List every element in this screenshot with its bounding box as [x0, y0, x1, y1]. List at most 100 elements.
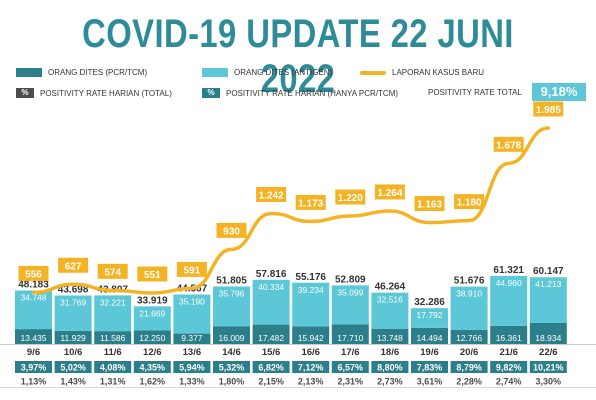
tick-label-date: 12/6	[143, 347, 162, 358]
pr-total-cell	[331, 375, 369, 387]
tick-label-date: 15/6	[262, 347, 281, 358]
pr-total-cell	[490, 375, 528, 387]
pr-total-value: 1,33%	[179, 377, 205, 387]
pr-total-cell	[252, 375, 290, 387]
bar-antigen	[371, 292, 409, 329]
case-label-box	[58, 257, 89, 273]
pr-pcr-value: 6,57%	[338, 363, 364, 373]
pr-total-value: 3,30%	[536, 377, 562, 387]
label-antigen: 35.796	[219, 288, 245, 298]
case-label: 1.173	[298, 198, 323, 209]
pr-pcr-value: 4,08%	[100, 363, 126, 373]
bar-pcr	[331, 324, 369, 344]
label-total: 55.176	[295, 272, 326, 283]
case-label: 1.180	[457, 198, 482, 209]
bar-pcr	[252, 324, 290, 344]
pr-pcr-value: 8,80%	[377, 363, 403, 373]
label-antigen: 41.213	[535, 279, 561, 289]
case-label: 930	[223, 226, 240, 237]
bar-pcr	[450, 329, 488, 344]
pr-total-value: 2,13%	[298, 377, 324, 387]
label-pcr: 17.482	[258, 333, 284, 343]
case-label-box	[374, 184, 405, 200]
bar-antigen	[529, 277, 567, 323]
label-pcr: 16.361	[496, 333, 522, 343]
legend-antigen-swatch	[202, 68, 228, 77]
label-pcr: 15.942	[298, 333, 324, 343]
positivity-rate-total-badge: 9,18%	[532, 83, 586, 101]
pr-pcr-value: 7,83%	[417, 363, 443, 373]
legend-pr-total: % POSITIVITY RATE HARIAN (TOTAL)	[16, 88, 172, 98]
label-pcr: 11.929	[60, 333, 86, 343]
label-pcr: 12.766	[456, 333, 482, 343]
case-label: 1.163	[417, 200, 442, 211]
case-label: 627	[65, 261, 82, 272]
label-total: 33.919	[137, 295, 168, 306]
tick-label-date: 16/6	[301, 347, 320, 358]
case-label: 1.220	[338, 193, 363, 204]
bar-antigen	[213, 286, 250, 327]
tick-label-date: 17/6	[341, 347, 360, 358]
legend-pr-overall-label: POSITIVITY RATE TOTAL	[428, 88, 522, 97]
tick-label-date: 18/6	[381, 347, 400, 358]
pr-total-cell	[529, 375, 567, 387]
pr-pcr-value: 5,94%	[179, 363, 205, 373]
case-label-box	[176, 261, 207, 277]
label-antigen: 35.190	[179, 297, 205, 307]
pr-pcr-cell	[411, 361, 448, 373]
case-label: 1.264	[377, 188, 402, 199]
case-label: 551	[144, 270, 161, 281]
pr-total-cell	[15, 375, 52, 387]
tick-label-date: 19/6	[420, 347, 439, 358]
case-label-box	[533, 101, 564, 117]
label-total: 43.698	[58, 284, 89, 295]
tick-label-date: 10/6	[64, 347, 83, 358]
pr-pcr-value: 5,32%	[219, 363, 245, 373]
label-pcr: 18.934	[535, 333, 561, 343]
tick-label-date: 22/6	[539, 347, 558, 358]
bar-pcr	[94, 331, 132, 344]
pr-total-cell	[133, 375, 171, 387]
pr-total-cell	[450, 375, 488, 387]
case-label-box	[493, 136, 524, 152]
legend-pcr-swatch	[16, 68, 42, 77]
case-label-box	[454, 194, 485, 210]
label-antigen: 35.099	[337, 287, 363, 297]
pr-pcr-cell	[133, 361, 171, 373]
label-antigen: 34.748	[21, 293, 47, 303]
case-label: 591	[184, 265, 201, 276]
bar-antigen	[133, 306, 171, 331]
pr-total-value: 1,13%	[21, 377, 47, 387]
label-antigen: 32.516	[377, 295, 403, 305]
pr-pcr-cell	[292, 361, 330, 373]
legend-pcr: ORANG DITES (PCR/TCM)	[16, 68, 147, 77]
pr-pcr-value: 6,82%	[258, 363, 284, 373]
pr-pcr-value: 3,97%	[21, 363, 47, 373]
case-label-box	[256, 186, 287, 202]
bar-pcr	[529, 322, 567, 344]
label-antigen: 44.960	[496, 278, 522, 288]
pr-total-value: 2,31%	[338, 377, 364, 387]
bar-pcr	[15, 329, 52, 344]
pr-total-value: 1,62%	[140, 377, 166, 387]
bar-antigen	[331, 285, 369, 325]
bar-pcr	[54, 330, 92, 344]
tick-label-date: 14/6	[222, 347, 241, 358]
tick-label-date: 13/6	[183, 347, 202, 358]
pr-pcr-cell	[15, 361, 52, 373]
label-pcr: 16.009	[219, 333, 245, 343]
label-pcr: 14.494	[417, 333, 443, 343]
label-total: 32.286	[414, 297, 445, 308]
label-pcr: 13.435	[21, 333, 47, 343]
pr-total-cell	[173, 375, 211, 387]
pr-total-value: 1,80%	[219, 377, 245, 387]
tick-label-date: 11/6	[104, 347, 122, 358]
pr-pcr-cell	[94, 361, 132, 373]
pr-pcr-value: 5,02%	[60, 363, 86, 373]
bar-pcr	[173, 333, 211, 344]
legend-pr-total-swatch: %	[16, 88, 34, 98]
label-pcr: 13.748	[377, 333, 403, 343]
tick-label-date: 21/6	[499, 347, 518, 358]
case-label-box	[137, 266, 168, 282]
pr-pcr-cell	[54, 361, 92, 373]
